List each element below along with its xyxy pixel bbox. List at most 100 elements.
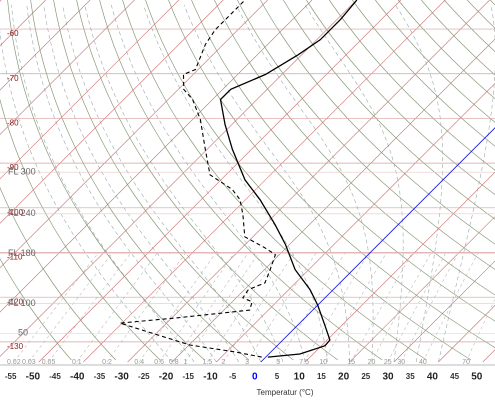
mixing-ratio-label: 20 [368,359,376,366]
mixing-ratio-label: 10 [319,359,327,366]
dry-adiabat [0,98,161,361]
mixing-ratio-line [371,252,432,363]
dry-adiabat [398,0,495,100]
mixing-ratio-label: 30 [397,359,405,366]
mixing-ratio-line [401,252,459,363]
dry-adiabat [260,0,495,245]
dry-adiabat [214,0,495,296]
level-label: -90 [7,163,19,172]
moist-adiabat [0,29,173,363]
moist-adiabat [395,4,444,363]
moist-adiabat [143,4,328,363]
dry-adiabat [237,0,495,270]
x-tick-label: 25 [361,372,370,381]
x-tick-label: -30 [114,372,129,383]
mixing-ratio-line [158,252,235,363]
dry-adiabat [0,186,117,361]
x-tick-label: 15 [317,372,326,381]
mixing-ratio-line [207,252,280,363]
isotherm [216,83,495,363]
x-tick-label: -40 [70,372,85,383]
mixing-ratio-label: 0.02 [7,359,21,366]
mixing-ratio-line [465,298,495,363]
mixing-ratio-line [303,252,370,363]
mixing-ratio-label: 5 [276,359,280,366]
dry-adiabat [191,0,495,322]
dry-adiabat [0,258,72,361]
moist-adiabat [235,4,374,363]
mixing-ratio-label: 0.03 [22,359,36,366]
mixing-ratio-line [322,252,387,363]
level-label: -100 [7,208,24,217]
mixing-ratio-line [173,252,249,363]
mixing-ratio-label: 0.6 [154,359,164,366]
mixing-ratio-label: 0.1 [72,359,82,366]
isotherm [0,0,224,224]
x-tick-label: -20 [159,372,174,383]
zero-isotherm [260,127,495,363]
plot-area [0,0,495,363]
dry-adiabat [168,0,495,349]
isotherm [83,0,446,363]
temperature-line [219,0,358,358]
moist-adiabat [304,4,404,363]
mixing-ratio-label: 70 [462,359,470,366]
x-tick-label: 0 [252,372,258,383]
x-tick-label: 10 [294,372,306,383]
dry-adiabat [306,0,495,196]
x-tick-label: 20 [338,372,350,383]
flight-level-label: FL 240 [8,208,36,218]
isotherm [349,216,495,363]
dry-adiabat [145,0,472,361]
isotherm [0,0,135,135]
mixing-ratio-label: 0.4 [134,359,144,366]
mixing-ratio-label: 15 [347,359,355,366]
flight-level-label: 50 [18,328,28,338]
mixing-ratio-line [185,252,260,363]
x-tick-label: -25 [138,372,150,381]
mixing-ratio-line [106,252,187,363]
moist-adiabat [111,4,306,363]
mixing-ratio-label: 0.05 [42,359,56,366]
mixing-ratio-label: 1 [184,359,188,366]
moist-adiabat [43,4,239,363]
dewpoint-line [119,0,277,358]
isotherm [0,0,268,269]
flight-level-label: FL 180 [8,248,36,258]
isotherm [0,0,313,313]
level-label: -70 [7,74,19,83]
x-tick-label: -45 [49,372,61,381]
mixing-ratio-label: 2 [222,359,226,366]
flight-level-label: FL 300 [8,167,36,177]
x-tick-label: -55 [5,372,17,381]
isotherm [305,171,495,363]
isotherm [0,0,357,357]
mixing-ratio-line [48,252,132,363]
x-tick-label: -35 [94,372,106,381]
dry-adiabat [99,0,383,361]
x-tick-label: 30 [382,372,394,383]
dry-adiabat [122,0,427,361]
mixing-ratio-line [138,252,217,363]
dry-adiabat [30,0,250,361]
level-label: -110 [7,253,23,262]
x-tick-label: 40 [427,372,439,383]
isotherm [171,38,495,363]
mixing-ratio-line [76,252,158,363]
level-label: -130 [7,342,24,351]
level-label: -120 [7,297,24,306]
flight-level-label: FL 100 [8,298,36,308]
isotherm [0,0,91,91]
dry-adiabat [375,0,495,123]
mixing-ratio-label: 0.2 [102,359,112,366]
level-label: -80 [7,119,19,128]
x-tick-label: 50 [471,372,483,383]
mixing-ratio-label: 1.5 [203,359,213,366]
mixing-ratio-label: 3 [245,359,249,366]
mixing-ratio-label: 0.8 [169,359,179,366]
isotherm [38,0,402,363]
x-tick-label: 5 [275,372,280,381]
mixing-ratio-line [422,252,479,363]
x-axis-label: Temperatur (°C) [257,388,314,397]
